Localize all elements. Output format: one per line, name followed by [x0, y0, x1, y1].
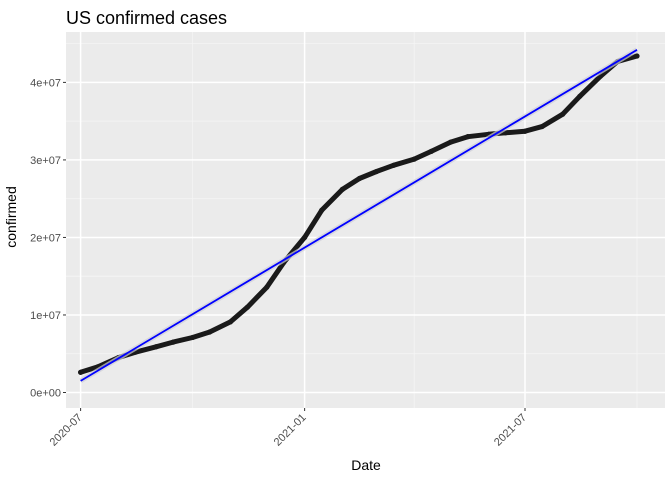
- grid-minor: [66, 32, 665, 408]
- data-point: [244, 304, 251, 310]
- data-point: [302, 234, 308, 241]
- data-point: [339, 186, 345, 192]
- x-axis-ticks: 2020-07 2021-01 2021-07: [48, 408, 529, 449]
- trend-line-layer: [79, 47, 639, 384]
- data-point: [356, 175, 363, 182]
- y-tick-label: 1e+07: [30, 310, 61, 322]
- x-tick-label: 2021-07: [492, 412, 529, 449]
- data-point: [411, 156, 417, 162]
- y-tick-label: 3e+07: [30, 155, 61, 167]
- data-point: [319, 207, 325, 213]
- y-tick-label: 0e+00: [30, 387, 61, 399]
- data-point: [264, 284, 270, 290]
- data-point: [428, 148, 434, 154]
- data-point: [560, 111, 566, 117]
- data-point: [373, 168, 380, 175]
- data-point: [522, 128, 528, 134]
- data-point: [390, 162, 397, 168]
- data-point: [227, 319, 233, 325]
- data-point: [78, 369, 84, 375]
- x-tick-label: 2021-01: [272, 412, 309, 449]
- data-point: [465, 134, 471, 140]
- x-axis-title: Date: [351, 457, 381, 473]
- data-point: [539, 123, 545, 130]
- grid-major: [66, 32, 665, 408]
- data-point: [577, 93, 583, 99]
- data-point: [153, 344, 159, 350]
- data-point: [448, 139, 454, 145]
- y-axis-title: confirmed: [3, 186, 19, 247]
- y-axis-ticks: 0e+00 1e+07 2e+07 3e+07 4e+07: [30, 77, 66, 399]
- data-point: [634, 53, 640, 59]
- y-tick-label: 2e+07: [30, 232, 61, 244]
- trend-line: [80, 49, 638, 382]
- data-point: [190, 334, 196, 341]
- data-point: [207, 329, 213, 335]
- x-tick-label: 2020-07: [48, 412, 85, 449]
- chart-title: US confirmed cases: [66, 8, 227, 28]
- data-point: [170, 339, 176, 345]
- y-tick-label: 4e+07: [30, 77, 61, 89]
